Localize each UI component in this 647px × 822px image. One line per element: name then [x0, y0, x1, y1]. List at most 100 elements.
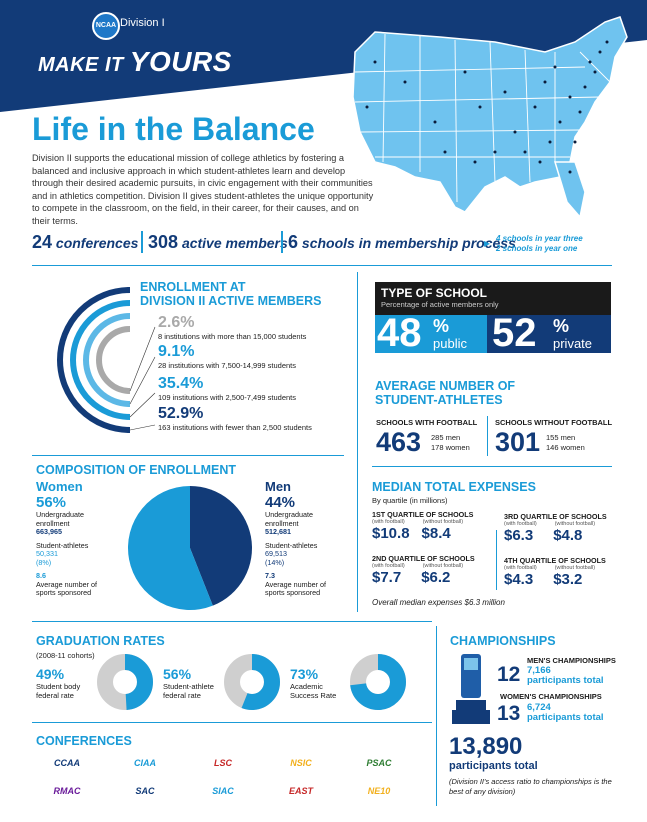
men-ug-number: 512,681: [265, 527, 291, 536]
expenses-title: MEDIAN TOTAL EXPENSES: [372, 480, 536, 494]
men-pct: 44%: [265, 494, 296, 511]
process-number: 6: [288, 232, 299, 252]
enrollment-pct: 2.6%: [158, 314, 195, 331]
section-divider: [372, 466, 612, 467]
enrollment-arcs: [57, 287, 156, 433]
conference-logo: PSAC: [366, 758, 392, 768]
conferences-title: CONFERENCES: [36, 734, 132, 748]
women-ug-label: Undergraduate enrollment: [36, 510, 84, 528]
quartile-label: 2ND QUARTILE OF SCHOOLS: [372, 554, 475, 563]
expense-quartile-1: 1ST QUARTILE OF SCHOOLS (with football) (…: [372, 510, 473, 542]
women-pct: 56%: [36, 494, 67, 511]
men-sa-pct: (14%): [265, 557, 285, 567]
women-sa-label: Student-athletes: [36, 540, 89, 550]
divider: [487, 416, 488, 456]
conference-logo: NE10: [367, 786, 391, 796]
enrollment-desc: 163 institutions with fewer than 2,500 s…: [158, 423, 312, 432]
stat-members: 308 active members: [148, 232, 288, 253]
graduation-cohort: (2008-11 cohorts): [36, 651, 95, 660]
enrollment-desc: 28 institutions with 7,500-14,999 studen…: [158, 361, 297, 370]
without-football-label: SCHOOLS WITHOUT FOOTBALL: [495, 418, 613, 427]
expense-quartile-2: 2ND QUARTILE OF SCHOOLS (with football) (…: [372, 554, 475, 586]
grad-donut-2: [350, 654, 406, 710]
enrollment-item: 2.6% 8 institutions with more than 15,00…: [158, 314, 306, 341]
women-sports-number: 8.6: [36, 571, 46, 580]
q4-with-value: $4.3: [504, 571, 534, 588]
column-divider: [436, 626, 437, 806]
process-note-2: 2 schools in year one: [496, 244, 578, 253]
division-label: Division I: [120, 17, 165, 29]
make-it-yours-logo: MAKE IT YOURS: [38, 46, 232, 78]
section-divider: [32, 722, 432, 723]
without-football-note: (without football): [554, 565, 596, 571]
composition-pie: [128, 486, 252, 610]
make-it-text: MAKE IT: [38, 54, 124, 76]
enrollment-title-1: ENROLLMENT AT: [140, 280, 246, 294]
conference-logo: SAC: [135, 786, 155, 796]
grad-pct: 49%: [36, 666, 65, 682]
without-football-breakdown: 155 men 146 women: [546, 433, 585, 453]
enrollment-item: 9.1% 28 institutions with 7,500-14,999 s…: [158, 343, 296, 370]
stat-conferences: 24 conferences: [32, 232, 138, 253]
type-of-school-subtitle: Percentage of active members only: [381, 300, 499, 309]
private-bar: [487, 315, 611, 353]
expenses-sub: By quartile (in millions): [372, 496, 448, 505]
with-football-note: (with football): [372, 519, 405, 525]
conferences-number: 24: [32, 232, 53, 252]
championships-heading: CHAMPIONSHIPS: [450, 634, 556, 648]
pie-slice-men: [190, 486, 252, 606]
avg-athletes-title-2: STUDENT-ATHLETES: [375, 393, 503, 407]
mens-champ-number: 12: [497, 663, 521, 686]
with-football-label: SCHOOLS WITH FOOTBALL: [376, 418, 478, 427]
composition-heading: COMPOSITION OF ENROLLMENT: [36, 463, 236, 477]
stat-process: 6 schools in membership process: [288, 232, 516, 253]
womens-participants: 6,724 participants total: [527, 703, 604, 723]
enrollment-desc: 8 institutions with more than 15,000 stu…: [158, 332, 307, 341]
conference-logo: CCAA: [54, 758, 80, 768]
women-label: Women: [36, 479, 83, 494]
grad-donut-1: [224, 654, 280, 710]
enrollment-item: 52.9% 163 institutions with fewer than 2…: [158, 405, 312, 432]
type-of-school-title: TYPE OF SCHOOL: [381, 286, 488, 300]
process-note-1: 4 schools in year three: [496, 234, 583, 243]
enrollment-pct: 9.1%: [158, 343, 195, 360]
private-pct-sign: %: [553, 316, 570, 336]
us-map-image: [352, 16, 628, 219]
without-women: 146 women: [546, 443, 585, 452]
grad-label: Student-athlete federal rate: [163, 682, 214, 700]
with-football-note: (with football): [372, 563, 405, 569]
mens-participants-label: participants total: [527, 675, 604, 686]
avg-athletes-title-1: AVERAGE NUMBER OF: [375, 379, 516, 393]
mens-participants-number: 7,166: [527, 665, 551, 676]
intro-paragraph: Division II supports the educational mis…: [32, 153, 374, 226]
trophy-icon: [452, 654, 490, 724]
graduation-title: GRADUATION RATES: [36, 634, 165, 648]
yours-text: YOURS: [129, 46, 232, 77]
without-football-note: (without football): [554, 521, 596, 527]
with-football-breakdown: 285 men 178 women: [431, 433, 470, 453]
conference-logo: EAST: [288, 786, 313, 796]
men-sa-number: 69,513: [265, 549, 287, 558]
men-sa-label: Student-athletes: [265, 540, 318, 550]
grad-donut-arc: [97, 654, 153, 710]
enrollment-pct: 35.4%: [158, 375, 204, 392]
without-football-number: 301: [495, 427, 541, 457]
q4-without-value: $3.2: [553, 571, 583, 588]
q1-with-value: $10.8: [372, 525, 410, 542]
men-sports-number: 7.3: [265, 571, 275, 580]
grad-item: 56% Student-athlete federal rate: [163, 666, 223, 700]
public-number: 48: [377, 311, 422, 355]
header-banner: [0, 0, 647, 112]
conference-logo: SIAC: [212, 786, 234, 796]
public-label: public: [433, 336, 467, 351]
enrollment-desc: 109 institutions with 2,500-7,499 studen…: [158, 393, 297, 402]
men-label: Men: [265, 479, 291, 494]
section-divider: [32, 621, 432, 622]
with-football-note: (with football): [504, 565, 537, 571]
grad-pct: 56%: [163, 666, 192, 682]
enrollment-item: 35.4% 109 institutions with 2,500-7,499 …: [158, 375, 296, 402]
grad-donut-arc: [224, 654, 280, 710]
with-football-number: 463: [376, 427, 422, 457]
men-ug-label: Undergraduate enrollment: [265, 510, 313, 528]
with-men: 285 men: [431, 433, 461, 442]
